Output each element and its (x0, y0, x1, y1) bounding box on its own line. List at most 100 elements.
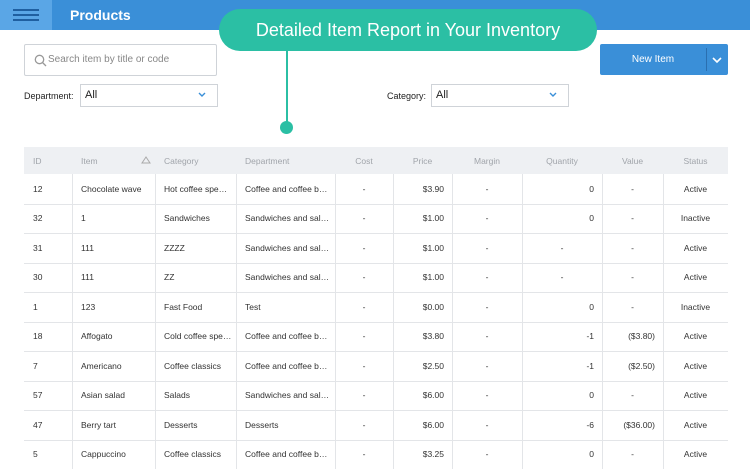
column-divider (602, 351, 603, 381)
table-cell: Inactive (680, 213, 711, 224)
row-divider (24, 410, 728, 411)
table-cell: Asian salad (81, 390, 125, 401)
table-cell: $1.00 (422, 242, 444, 253)
table-cell: 12 (33, 183, 43, 194)
table-cell: - (362, 449, 366, 460)
table-cell: $2.50 (422, 360, 444, 371)
column-divider (72, 292, 73, 322)
column-divider (663, 262, 664, 292)
column-header: Category (164, 155, 199, 166)
search-box[interactable]: Search item by title or code (24, 44, 217, 76)
column-divider (72, 321, 73, 351)
table-cell: Active (683, 331, 708, 342)
column-divider (393, 410, 394, 440)
category-label: Category: (387, 91, 427, 101)
select-value: All (85, 89, 98, 101)
menu-button[interactable] (0, 0, 52, 30)
table-cell: Test (245, 301, 261, 312)
table-cell: 0 (589, 301, 594, 312)
column-divider (663, 203, 664, 233)
column-divider (393, 174, 394, 204)
column-divider (236, 203, 237, 233)
column-divider (335, 321, 336, 351)
row-divider (24, 351, 728, 352)
column-divider (335, 380, 336, 410)
column-divider (393, 351, 394, 381)
column-divider (663, 410, 664, 440)
column-divider (236, 321, 237, 351)
table-cell: - (362, 213, 366, 224)
new-item-button[interactable]: New Item (600, 44, 728, 75)
table-cell: - (485, 360, 489, 371)
column-divider (522, 380, 523, 410)
table-cell: Cold coffee spe… (164, 331, 232, 342)
column-divider (602, 233, 603, 263)
column-divider (522, 174, 523, 204)
table-cell: 57 (33, 390, 43, 401)
column-divider (236, 380, 237, 410)
table-cell: - (362, 183, 366, 194)
row-divider (24, 233, 728, 234)
table-cell: $6.00 (422, 419, 444, 430)
column-divider (663, 233, 664, 263)
column-divider (335, 292, 336, 322)
column-divider (393, 321, 394, 351)
table-cell: Sandwiches and sal… (245, 390, 330, 401)
column-divider (452, 380, 453, 410)
table-cell: - (485, 301, 489, 312)
column-divider (452, 292, 453, 322)
table-cell: - (362, 331, 366, 342)
table-cell: -1 (586, 331, 594, 342)
column-divider (155, 233, 156, 263)
sort-icon[interactable] (141, 156, 151, 164)
column-divider (663, 321, 664, 351)
column-divider (236, 174, 237, 204)
column-divider (602, 262, 603, 292)
column-divider (522, 321, 523, 351)
column-divider (602, 321, 603, 351)
column-divider (155, 174, 156, 204)
column-divider (236, 351, 237, 381)
table-cell: - (485, 331, 489, 342)
table-cell: Affogato (81, 331, 113, 342)
table-cell: - (485, 213, 489, 224)
row-divider (24, 439, 728, 441)
column-divider (663, 380, 664, 410)
column-divider (393, 380, 394, 410)
column-divider (155, 203, 156, 233)
column-divider (155, 439, 156, 469)
table-cell: Coffee and coffee b… (245, 183, 328, 194)
table-cell: 30 (33, 272, 43, 283)
column-divider (335, 233, 336, 263)
column-divider (393, 262, 394, 292)
select-value: All (436, 89, 449, 101)
category-select[interactable]: All (431, 84, 569, 107)
table-cell: 1 (81, 213, 86, 224)
column-divider (522, 351, 523, 381)
column-divider (335, 203, 336, 233)
column-divider (155, 351, 156, 381)
table-cell: - (631, 183, 634, 194)
table-cell: Cappuccino (81, 449, 126, 460)
column-divider (72, 410, 73, 440)
column-divider (393, 203, 394, 233)
table-cell: ($2.50) (628, 360, 655, 371)
column-divider (663, 351, 664, 381)
table-cell: - (485, 449, 489, 460)
department-select[interactable]: All (80, 84, 218, 107)
column-divider (155, 380, 156, 410)
column-divider (393, 439, 394, 469)
table-cell: Sandwiches and sal… (245, 213, 330, 224)
column-divider (72, 351, 73, 381)
table-cell: - (362, 419, 366, 430)
table-cell: 0 (589, 213, 594, 224)
column-divider (663, 174, 664, 204)
table-cell: - (485, 183, 489, 194)
column-divider (602, 203, 603, 233)
dropdown-icon[interactable] (712, 56, 722, 64)
table-cell: - (631, 301, 634, 312)
table-cell: 0 (589, 183, 594, 194)
column-divider (236, 262, 237, 292)
table-cell: Salads (164, 390, 190, 401)
row-divider (24, 292, 728, 293)
